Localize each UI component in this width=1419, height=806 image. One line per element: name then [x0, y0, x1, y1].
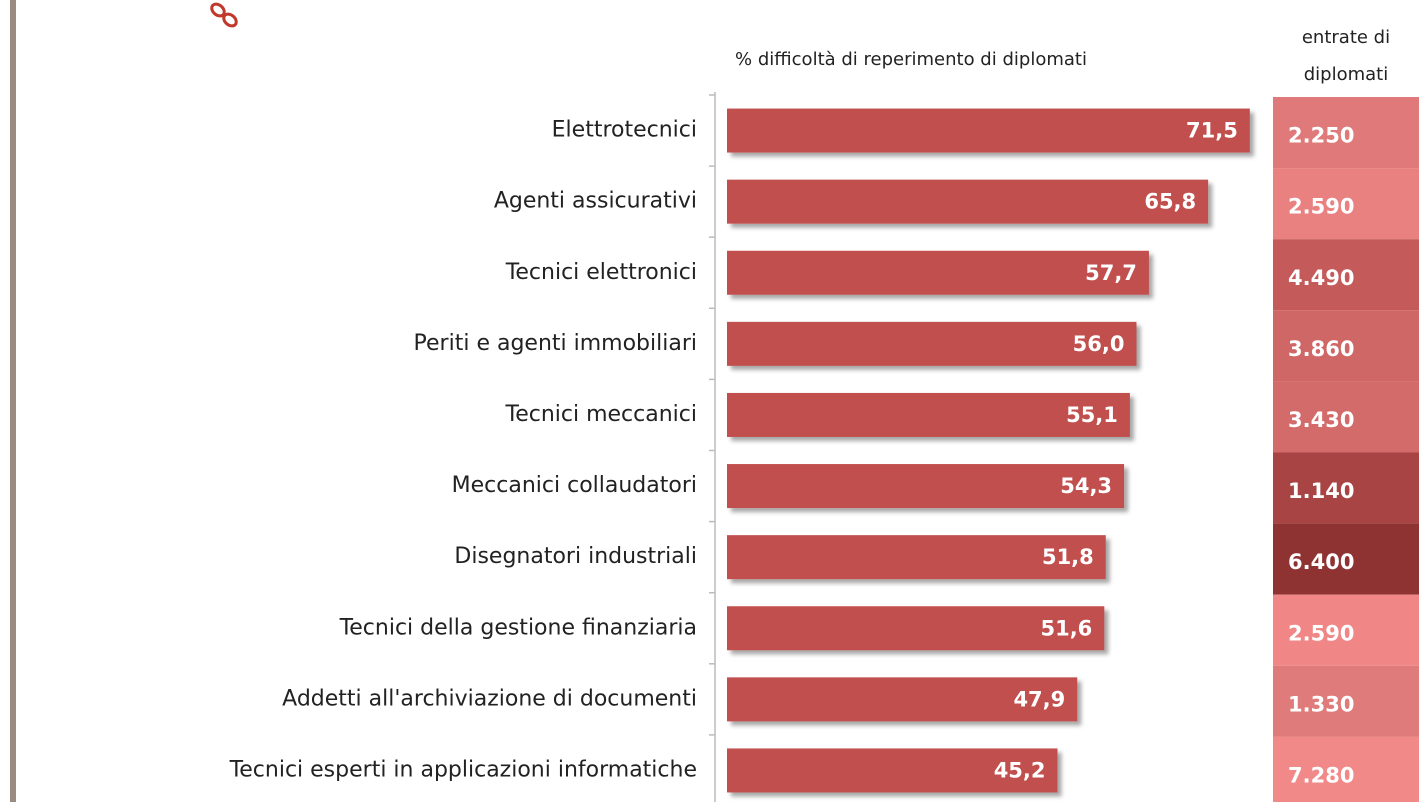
table-cell [1273, 736, 1419, 806]
chart-title: % difficoltà di reperimento di diplomati [735, 49, 1087, 70]
table-value: 3.860 [1288, 337, 1354, 361]
category-label: Disegnatori industriali [454, 544, 697, 569]
table-value: 1.140 [1288, 479, 1354, 503]
table-title: entrate di [1302, 27, 1390, 48]
value-label: 56,0 [1073, 332, 1125, 356]
table-value: 2.250 [1288, 124, 1354, 148]
table-value: 4.490 [1288, 266, 1354, 290]
bar [727, 321, 1137, 366]
category-label: Tecnici elettronici [505, 260, 697, 285]
table-cell [1273, 594, 1419, 666]
bar [727, 108, 1250, 153]
table-value: 1.330 [1288, 692, 1354, 716]
value-label: 65,8 [1144, 190, 1196, 214]
category-label: Addetti all'archiviazione di documenti [282, 686, 697, 711]
table-cell [1273, 97, 1419, 169]
bar [727, 392, 1130, 437]
table-value: 2.590 [1288, 195, 1354, 219]
bar [727, 179, 1209, 224]
value-label: 47,9 [1013, 687, 1065, 711]
value-label: 45,2 [994, 758, 1046, 782]
bar [727, 464, 1125, 509]
table-value: 7.280 [1288, 763, 1354, 787]
bar [727, 677, 1078, 722]
value-label: 51,8 [1042, 545, 1094, 569]
table-cell [1273, 381, 1419, 453]
table-cell [1273, 523, 1419, 595]
bar [727, 535, 1106, 580]
bar [727, 250, 1149, 295]
table-cell [1273, 665, 1419, 737]
table-value: 2.590 [1288, 621, 1354, 645]
category-label: Meccanici collaudatori [452, 473, 697, 498]
value-label: 54,3 [1060, 474, 1112, 498]
table-value: 6.400 [1288, 550, 1354, 574]
link-icon [210, 2, 238, 28]
value-label: 71,5 [1186, 119, 1238, 143]
category-label: Tecnici esperti in applicazioni informat… [229, 757, 697, 782]
category-label: Periti e agenti immobiliari [414, 331, 697, 356]
table-value: 3.430 [1288, 408, 1354, 432]
value-label: 55,1 [1066, 403, 1118, 427]
table-cell [1273, 239, 1419, 311]
category-label: Tecnici della gestione finanziaria [339, 615, 697, 640]
table-cell [1273, 310, 1419, 382]
table-cell [1273, 168, 1419, 240]
value-label: 51,6 [1040, 616, 1092, 640]
side-rule [10, 0, 16, 802]
table-cell [1273, 452, 1419, 524]
category-label: Agenti assicurativi [494, 189, 697, 214]
table-title: diplomati [1304, 64, 1389, 85]
value-label: 57,7 [1085, 261, 1137, 285]
bar [727, 606, 1105, 651]
category-label: Elettrotecnici [552, 118, 697, 143]
category-label: Tecnici meccanici [505, 402, 698, 427]
bar [727, 748, 1058, 793]
